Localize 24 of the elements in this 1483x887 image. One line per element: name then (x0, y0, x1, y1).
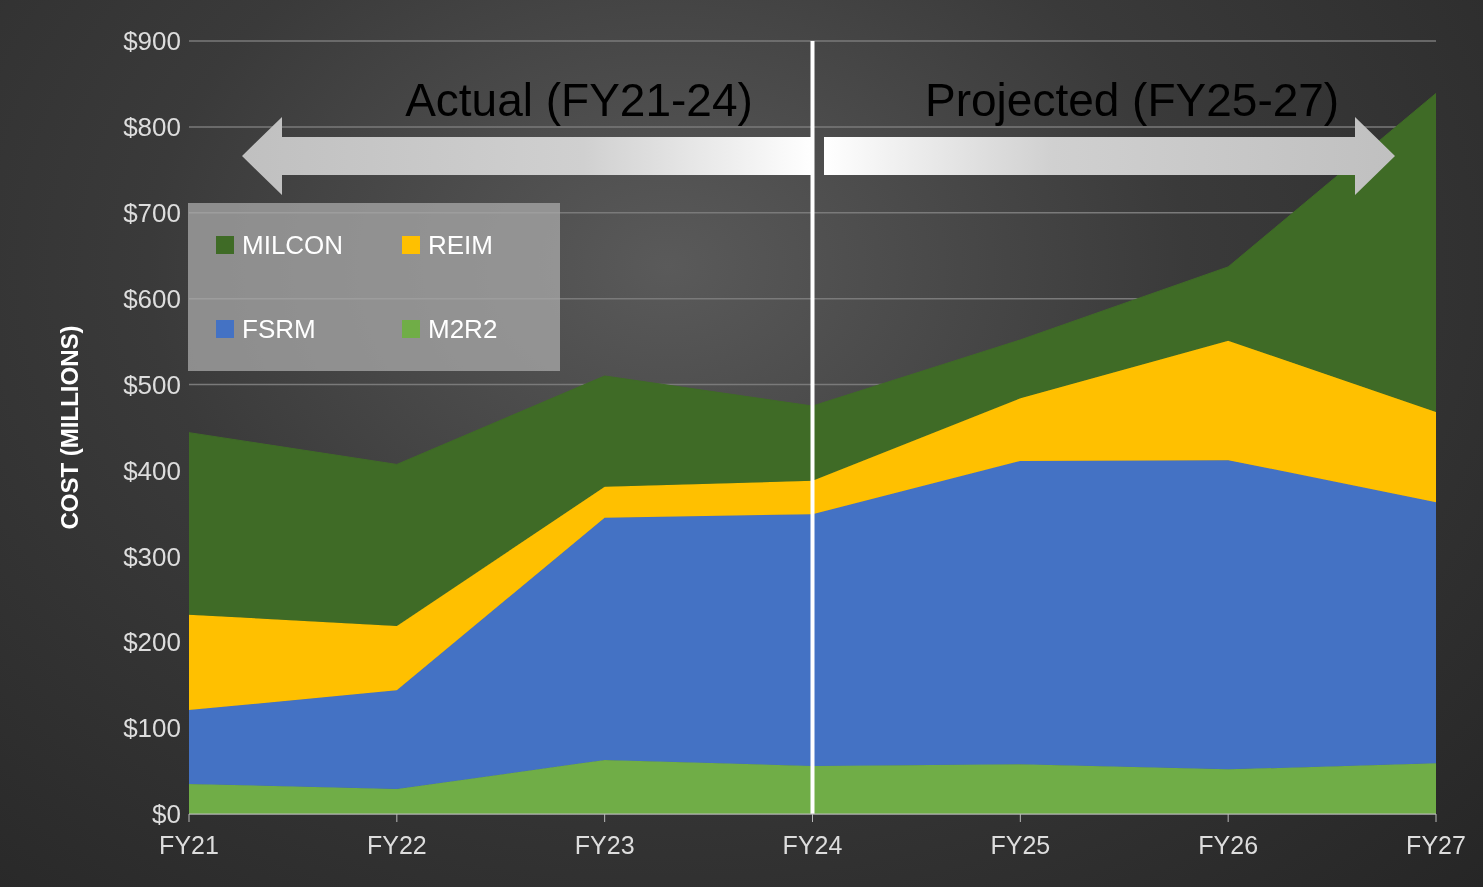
y-tick-label: $300 (123, 541, 181, 572)
x-tick-label: FY21 (159, 830, 219, 859)
y-tick-label: $400 (123, 455, 181, 486)
x-tick-label: FY23 (574, 830, 635, 859)
y-tick-label: $0 (152, 799, 181, 830)
y-tick-label: $700 (123, 198, 181, 229)
y-tick-label: $800 (123, 112, 181, 143)
annotation: Projected (FY25-27) (925, 73, 1341, 128)
annotation: Actual (FY21-24) (404, 73, 754, 128)
y-axis-title: COST (MILLIONS) (55, 325, 83, 530)
x-tick-label: FY22 (366, 830, 427, 859)
legend-label: MILCON (242, 229, 344, 261)
y-tick-label: $500 (123, 369, 181, 400)
y-tick-label: $100 (123, 713, 181, 744)
x-tick-label: FY27 (1406, 830, 1466, 859)
y-tick-label: $200 (123, 627, 181, 658)
legend-label: FSRM (242, 313, 316, 345)
x-tick-label: FY25 (990, 830, 1051, 859)
x-tick-label: FY24 (782, 830, 843, 859)
x-tick-label: FY26 (1198, 830, 1259, 859)
y-tick-label: $900 (123, 26, 181, 57)
legend-label: M2R2 (428, 313, 498, 345)
y-tick-label: $600 (123, 283, 181, 314)
legend-label: REIM (428, 229, 493, 261)
